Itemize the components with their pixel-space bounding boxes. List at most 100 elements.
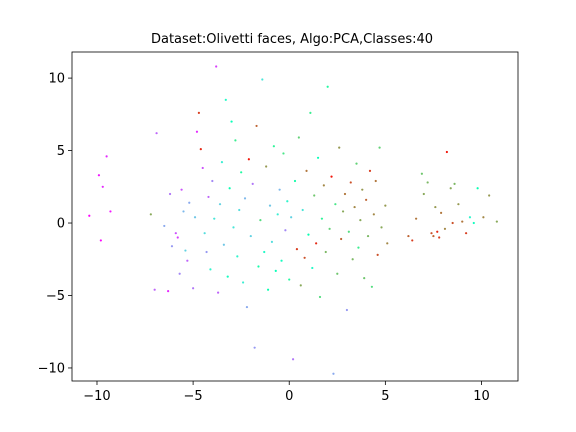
data-point <box>174 232 177 235</box>
data-point <box>420 172 423 175</box>
data-point <box>222 243 225 246</box>
y-tick-label: −10 <box>38 361 65 376</box>
data-point <box>195 130 199 133</box>
data-point <box>370 285 373 288</box>
data-point <box>276 213 279 216</box>
data-point <box>97 174 101 177</box>
data-point <box>476 187 479 190</box>
data-point <box>228 187 231 190</box>
data-point <box>299 284 302 287</box>
data-point <box>217 291 220 294</box>
x-tick-label: −5 <box>184 389 203 404</box>
data-point <box>343 192 347 196</box>
data-point <box>203 232 206 235</box>
y-tick-label: 0 <box>57 217 65 232</box>
y-tick-label: 10 <box>48 72 65 87</box>
data-point <box>109 210 112 213</box>
data-point <box>407 234 410 238</box>
data-point <box>168 192 172 196</box>
data-point <box>436 230 439 233</box>
data-point <box>309 111 312 114</box>
data-point <box>338 146 341 149</box>
plot-frame <box>71 51 519 382</box>
data-point <box>265 165 268 168</box>
data-point <box>263 250 266 254</box>
data-point <box>351 258 354 261</box>
data-point <box>243 197 247 200</box>
y-tick-label: −5 <box>46 289 65 304</box>
data-point <box>192 287 195 290</box>
data-point <box>355 162 358 165</box>
data-point <box>336 272 339 275</box>
chart-title: Dataset:Olivetti faces, Algo:PCA,Classes… <box>151 32 433 47</box>
data-point <box>326 85 329 88</box>
data-point <box>207 195 210 199</box>
data-point <box>464 232 468 235</box>
data-point <box>386 242 389 245</box>
data-point <box>234 139 237 142</box>
data-point <box>186 259 189 262</box>
data-point <box>368 169 372 172</box>
data-point <box>457 203 460 206</box>
data-point <box>180 188 183 191</box>
data-point <box>468 216 472 219</box>
data-point <box>295 248 299 251</box>
data-point <box>426 181 429 184</box>
data-point <box>301 208 304 212</box>
data-point <box>255 124 258 128</box>
data-point <box>220 161 224 164</box>
data-point <box>257 265 260 268</box>
points-layer <box>88 65 498 375</box>
data-point <box>297 136 300 139</box>
data-point <box>245 305 249 309</box>
data-point <box>422 192 425 196</box>
data-point <box>167 290 170 293</box>
data-point <box>253 346 256 349</box>
data-point <box>332 372 335 375</box>
data-point <box>268 204 272 207</box>
data-point <box>193 216 197 219</box>
data-point <box>365 198 368 201</box>
data-point <box>238 208 241 212</box>
data-point <box>209 268 212 271</box>
data-point <box>328 227 331 230</box>
data-point <box>215 65 218 68</box>
x-tick-label: 10 <box>473 389 490 404</box>
data-point <box>324 250 327 254</box>
data-point <box>286 200 289 203</box>
data-point <box>316 156 320 159</box>
data-point <box>307 233 310 236</box>
data-point <box>288 278 291 281</box>
data-point <box>378 146 381 149</box>
data-point <box>149 213 152 216</box>
data-point <box>178 272 181 275</box>
data-point <box>201 166 204 170</box>
data-point <box>232 226 235 229</box>
data-point <box>440 211 443 214</box>
data-point <box>155 132 158 135</box>
x-tick-label: −10 <box>83 389 110 404</box>
data-point <box>374 179 377 183</box>
data-point <box>224 98 227 101</box>
data-point <box>445 150 448 154</box>
data-point <box>259 219 262 222</box>
data-point <box>361 188 364 191</box>
data-point <box>199 148 202 151</box>
data-point <box>438 236 441 239</box>
data-point <box>303 256 306 259</box>
data-point <box>449 187 452 190</box>
data-point <box>318 295 322 299</box>
data-point <box>176 236 179 239</box>
data-point <box>322 184 325 187</box>
data-point <box>261 78 264 81</box>
data-point <box>266 288 270 291</box>
data-point <box>291 358 295 361</box>
data-point <box>461 220 464 223</box>
data-point <box>99 239 102 242</box>
data-point <box>205 250 208 254</box>
data-point <box>432 234 435 238</box>
x-tick-label: 0 <box>285 389 293 404</box>
data-point <box>270 240 274 243</box>
data-point <box>188 201 191 204</box>
